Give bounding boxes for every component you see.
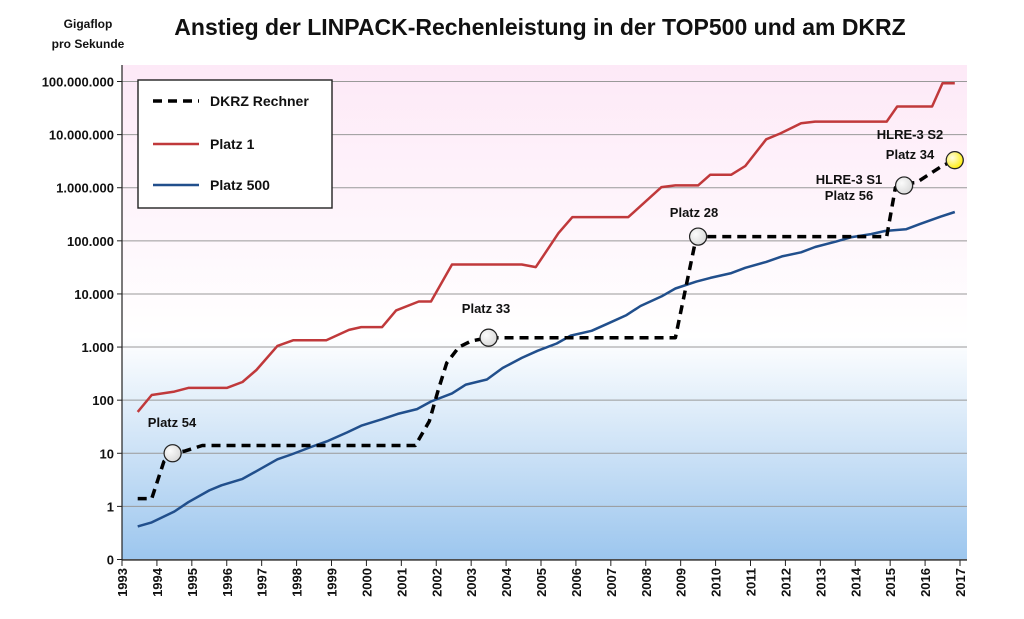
- x-tick-label: 2014: [848, 567, 863, 597]
- axes: 0 1 10 100 1.000 10.000 100.000 1.000.000 10.000…: [42, 65, 968, 597]
- x-tick-label: 2017: [953, 568, 968, 597]
- y-tick-label: 1.000.000: [56, 181, 114, 196]
- y-axis-label-line1: Gigaflop: [64, 17, 113, 31]
- x-tick-label: 2012: [778, 568, 793, 597]
- x-tick-label: 2005: [534, 568, 549, 597]
- x-tick-label: 1993: [115, 568, 130, 597]
- x-tick-label: 2004: [499, 567, 514, 597]
- annotation-label: Platz 34: [886, 147, 935, 162]
- x-tick-label: 2001: [394, 568, 409, 597]
- x-tick-label: 2009: [674, 568, 689, 597]
- annotation-label: Platz 54: [148, 415, 197, 430]
- y-tick-label: 1: [107, 499, 114, 514]
- x-tick-label: 2002: [429, 568, 444, 597]
- annotation-label: Platz 28: [670, 205, 718, 220]
- y-tick-label: 1.000: [81, 340, 114, 355]
- annotation-marker-highlight: [896, 177, 913, 194]
- x-tick-label: 1994: [150, 567, 165, 597]
- legend-label-dkrz: DKRZ Rechner: [210, 93, 309, 109]
- legend-label-platz1: Platz 1: [210, 136, 255, 152]
- legend: DKRZ Rechner Platz 1 Platz 500: [137, 79, 333, 209]
- annotation-marker-highlight: [164, 445, 181, 462]
- legend-label-platz500: Platz 500: [210, 177, 270, 193]
- x-tick-label: 2013: [813, 568, 828, 597]
- x-tick-label: 2007: [604, 568, 619, 597]
- x-tick-label: 2011: [744, 568, 759, 596]
- annotation-marker-highlight: [480, 329, 497, 346]
- x-tick-label: 2008: [639, 568, 654, 597]
- y-tick-label: 100.000.000: [42, 75, 114, 90]
- y-axis-label-line2: pro Sekunde: [52, 37, 125, 51]
- chart-title: Anstieg der LINPACK-Rechenleistung in de…: [174, 14, 905, 40]
- markers: [163, 151, 964, 463]
- x-tick-label: 2006: [569, 568, 584, 597]
- y-tick-label: 10.000.000: [49, 128, 114, 143]
- annotation-marker-highlight: [690, 228, 707, 245]
- y-tick-label: 100.000: [67, 234, 114, 249]
- series-platz500-line: [137, 210, 956, 528]
- series-platz1-line: [136, 81, 955, 413]
- x-tick-label: 2003: [464, 568, 479, 597]
- series-layer: [136, 81, 956, 528]
- annotation-label: Platz 33: [462, 301, 510, 316]
- y-tick-label: 0: [107, 553, 114, 568]
- x-tick-label: 2010: [709, 568, 724, 597]
- x-tick-label: 1997: [255, 568, 270, 597]
- x-tick-label: 2000: [359, 568, 374, 597]
- x-tick-label: 1995: [185, 568, 200, 597]
- annotation-marker-highlight: [946, 152, 963, 169]
- x-tick-label: 1998: [290, 568, 305, 597]
- x-tick-label: 2015: [883, 568, 898, 597]
- annotation-label: HLRE-3 S2: [877, 127, 943, 142]
- y-tick-label: 10: [100, 446, 114, 461]
- annotation-label: HLRE-3 S1: [816, 172, 882, 187]
- x-tick-label: 2016: [918, 568, 933, 597]
- y-tick-label: 100: [92, 393, 114, 408]
- y-tick-label: 10.000: [74, 287, 114, 302]
- x-tick-label: 1996: [220, 568, 235, 597]
- x-tick-label: 1999: [325, 568, 340, 597]
- annotation-label: Platz 56: [825, 188, 873, 203]
